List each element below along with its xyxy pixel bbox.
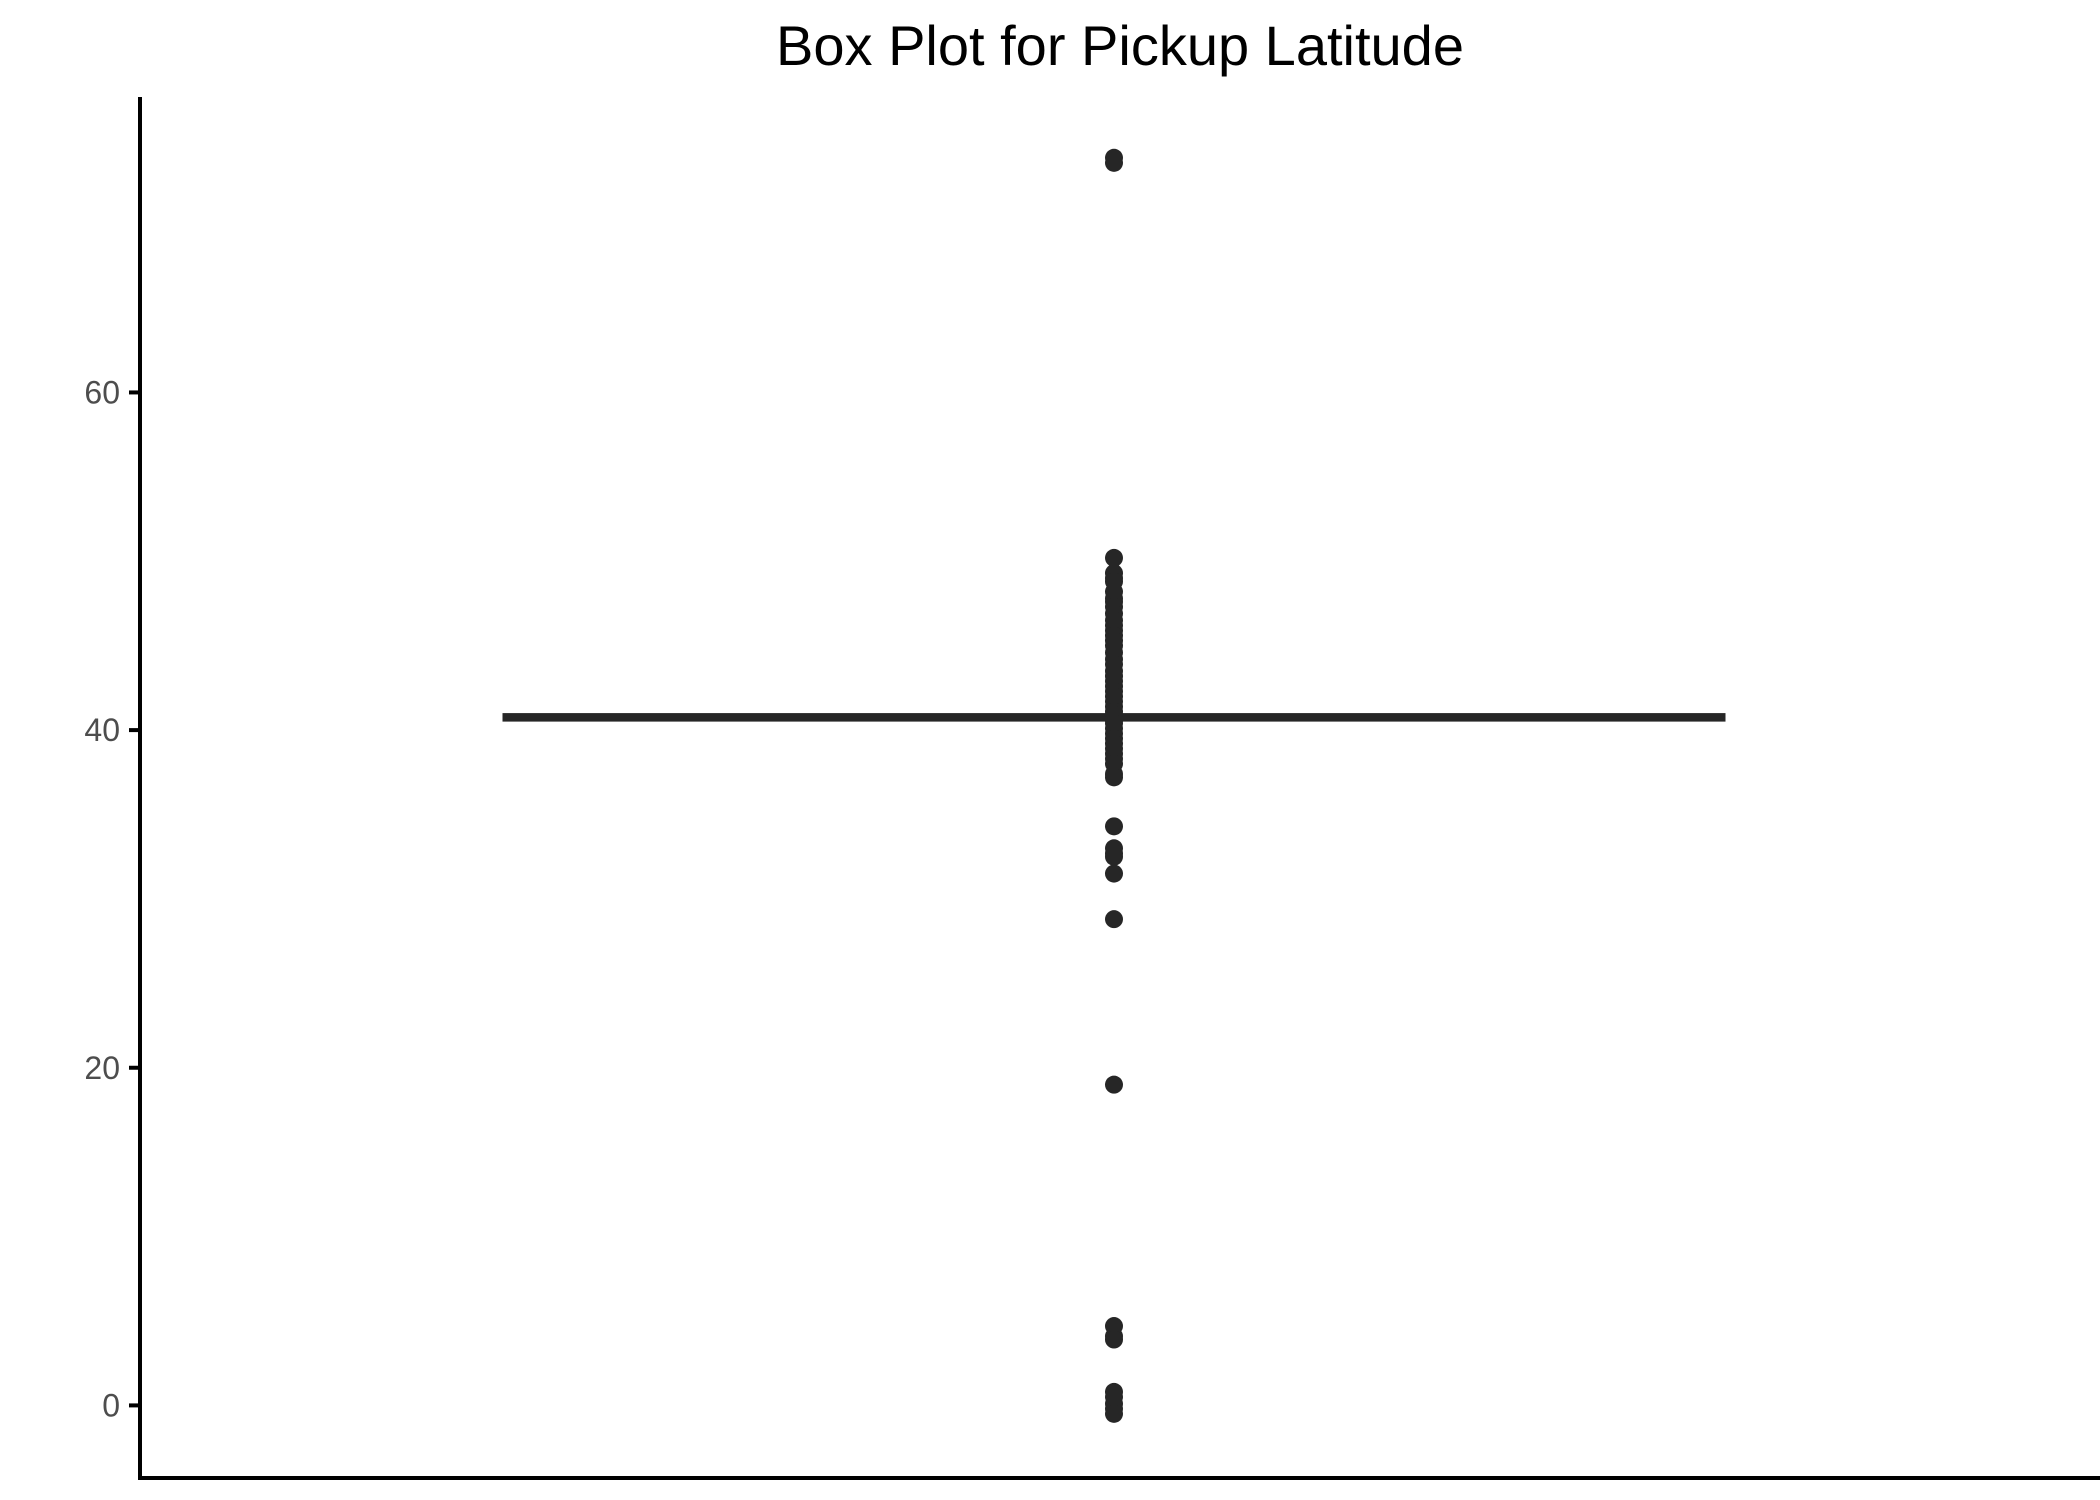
outlier-point: [1105, 910, 1123, 929]
y-tick-label: 0: [102, 1387, 120, 1423]
outlier-point: [1105, 1075, 1123, 1094]
outlier-points: [1105, 148, 1123, 1423]
outlier-point: [1105, 864, 1123, 883]
outlier-point: [1105, 1404, 1123, 1423]
y-tick-label: 60: [84, 374, 120, 410]
outlier-point: [1105, 768, 1123, 787]
outlier-point: [1105, 148, 1123, 167]
y-axis-ticks: 0 20 40 60: [84, 374, 140, 1423]
outlier-point: [1105, 847, 1123, 866]
y-tick-label: 40: [84, 712, 120, 748]
chart-title: Box Plot for Pickup Latitude: [776, 14, 1464, 77]
outlier-point: [1105, 548, 1123, 567]
y-tick-label: 20: [84, 1050, 120, 1086]
outlier-point: [1105, 817, 1123, 836]
outlier-point: [1105, 1330, 1123, 1349]
